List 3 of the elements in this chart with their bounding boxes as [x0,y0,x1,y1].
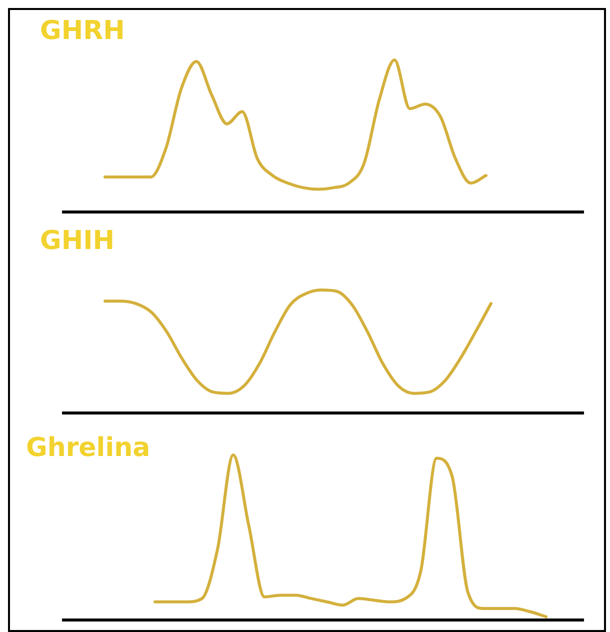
chart-title: GHRH [40,16,125,46]
chart-title: Ghrelina [26,433,150,463]
chart-title: GHIH [40,226,115,256]
